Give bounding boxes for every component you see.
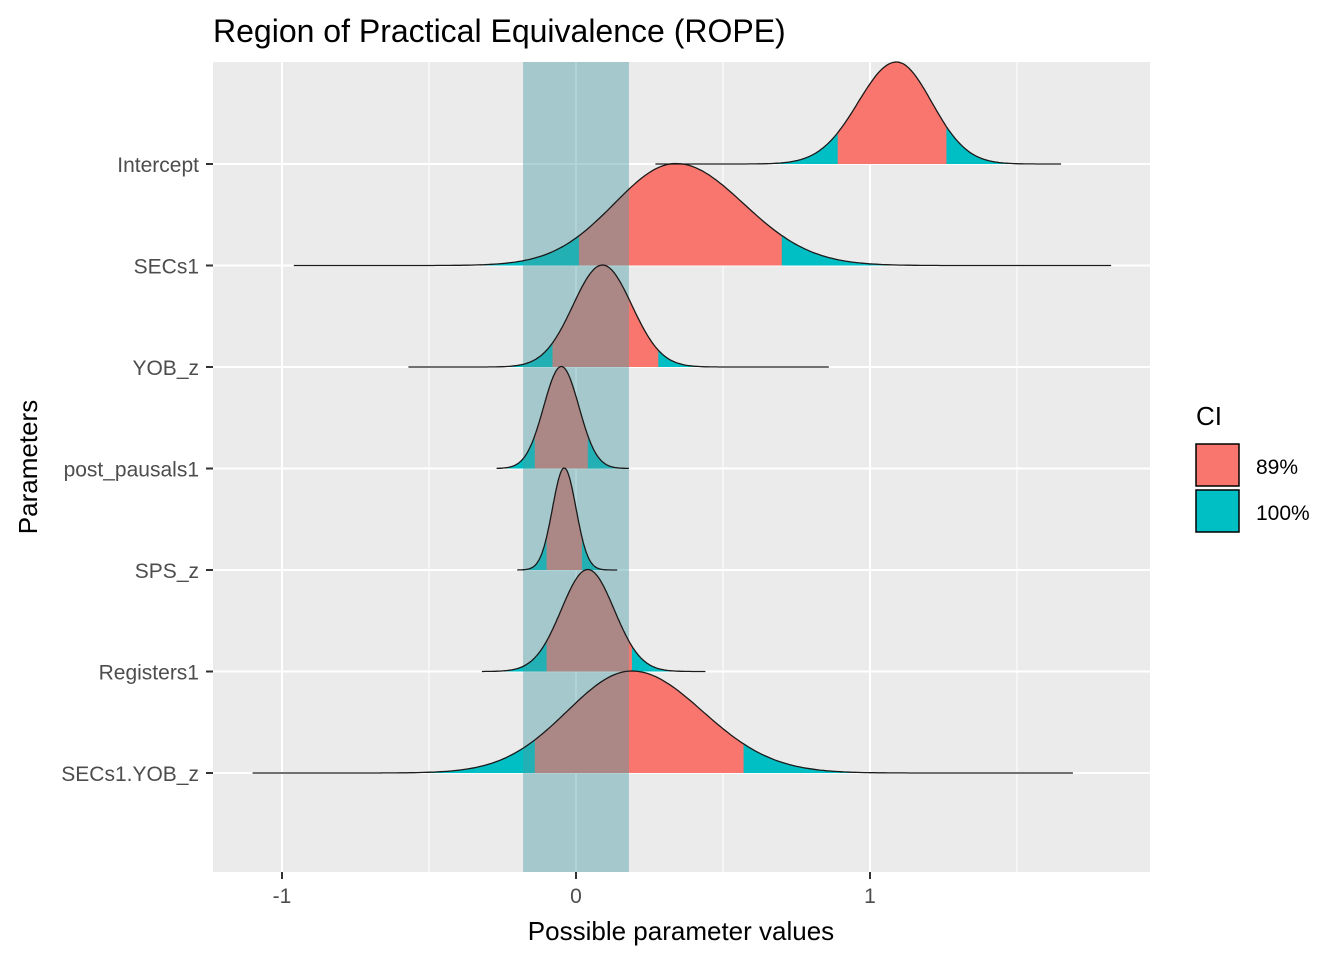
legend-swatch: [1195, 443, 1240, 487]
y-axis: Intercept SECs1 YOB_z post_pausals1 SPS_z Reg…: [61, 154, 213, 786]
density-area-89: [552, 265, 659, 367]
density-outlines: [252, 61, 1112, 774]
density-outline: [293, 162, 1112, 267]
density-outline: [481, 568, 706, 673]
ridge-YOB_z: [408, 265, 829, 367]
legend-swatch: [1195, 489, 1240, 533]
density-area-89: [534, 671, 744, 773]
y-tick-label: YOB_z: [132, 357, 199, 380]
y-tick-label: post_pausals1: [64, 459, 199, 482]
legend-title: CI: [1196, 401, 1222, 431]
y-axis-title: Parameters: [13, 400, 43, 534]
y-tick-label: Registers1: [99, 662, 199, 685]
density-outline: [408, 264, 829, 368]
x-tick-label: -1: [273, 885, 292, 908]
y-tick-label: SECs1: [134, 256, 199, 279]
ridge-Intercept: [655, 62, 1062, 165]
legend: CI 89% 100%: [1195, 401, 1310, 533]
x-axis-title: Possible parameter values: [528, 916, 834, 946]
x-axis: -1 0 1: [273, 872, 876, 908]
density-area-89: [837, 62, 947, 164]
x-tick-label: 0: [570, 885, 582, 908]
density-outline: [655, 61, 1062, 165]
legend-label: 100%: [1256, 502, 1310, 525]
y-tick-label: SPS_z: [135, 560, 199, 583]
y-tick-label: SECs1.YOB_z: [61, 763, 199, 786]
density-outline: [252, 670, 1073, 774]
y-tick-label: Intercept: [117, 154, 199, 177]
x-tick-label: 1: [864, 885, 876, 908]
density-outline: [517, 467, 618, 571]
chart-title: Region of Practical Equivalence (ROPE): [213, 13, 786, 49]
ridge-SECs1.YOB_z: [252, 671, 1073, 773]
density-outline: [496, 365, 629, 470]
legend-label: 89%: [1256, 456, 1298, 479]
